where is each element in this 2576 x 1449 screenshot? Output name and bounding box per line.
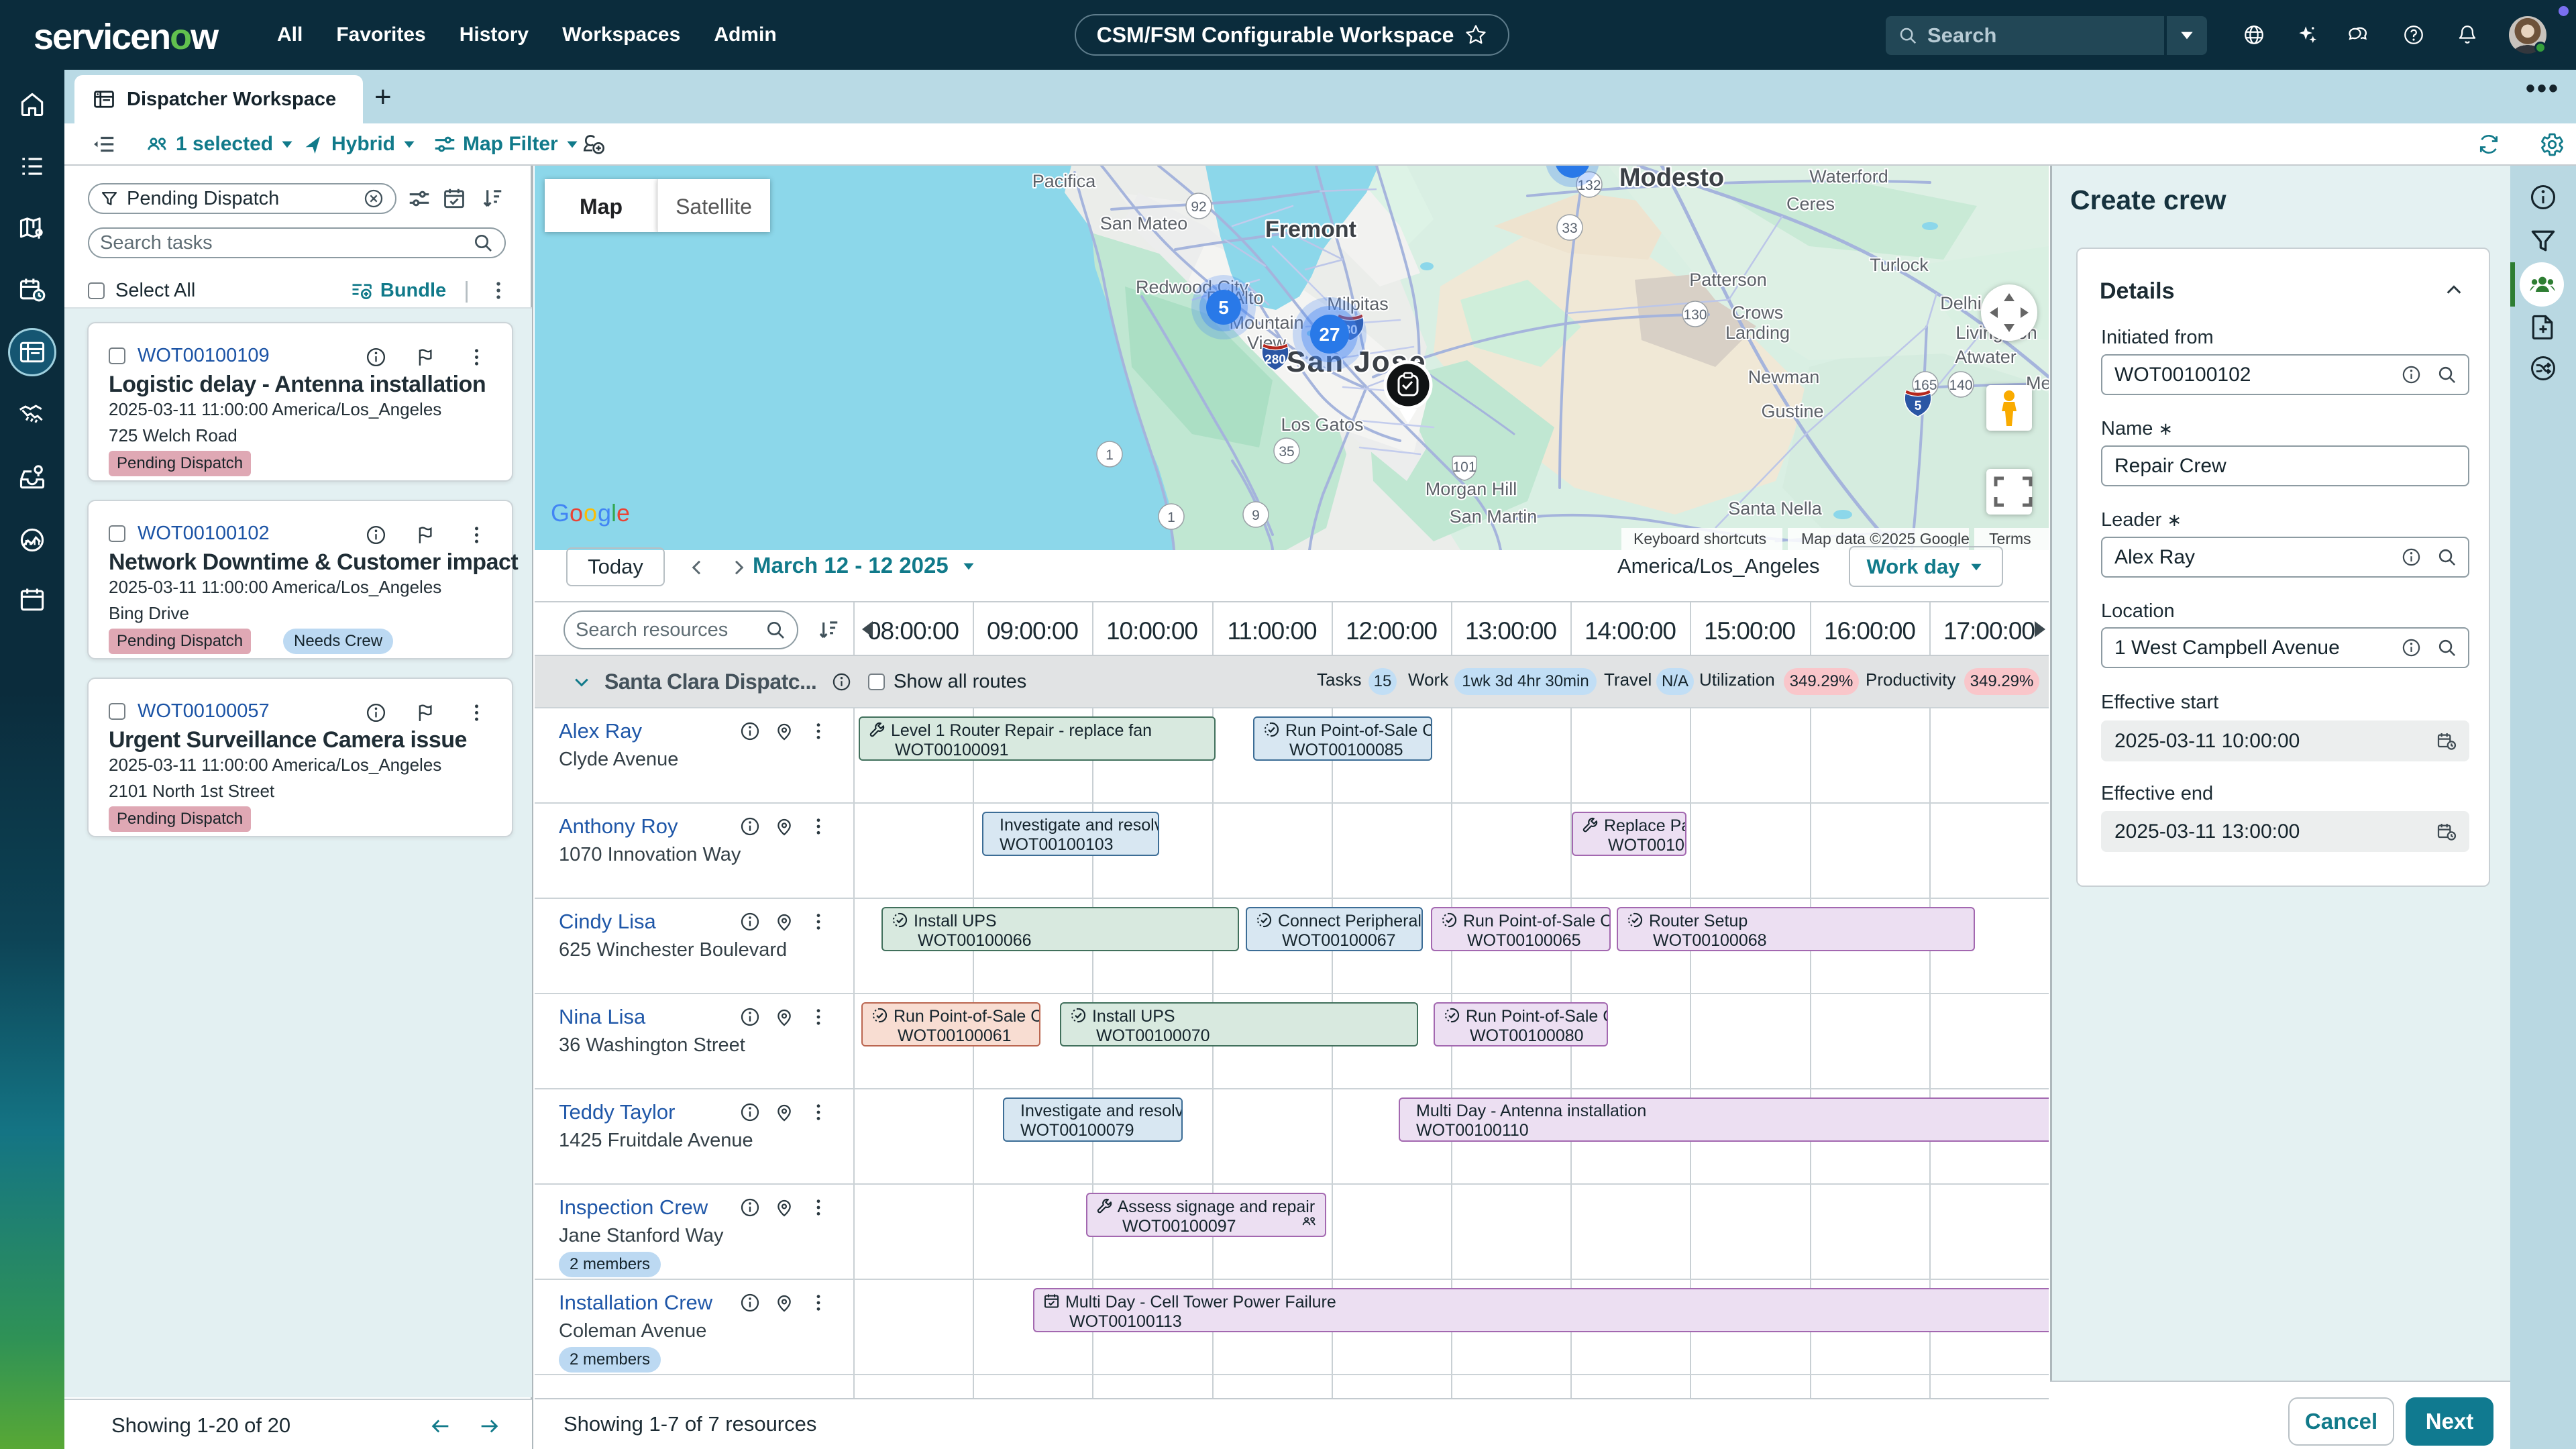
svg-text:o: o [584,499,597,527]
svg-text:Landing: Landing [1725,323,1790,343]
svg-text:101: 101 [1452,460,1476,475]
svg-text:Pacifica: Pacifica [1032,171,1097,191]
svg-text:Keyboard shortcuts: Keyboard shortcuts [1633,530,1766,547]
svg-text:Milpitas: Milpitas [1327,294,1389,314]
svg-text:132: 132 [1577,178,1601,193]
svg-text:Morgan Hill: Morgan Hill [1426,479,1517,499]
svg-text:Turlock: Turlock [1870,255,1929,275]
svg-text:Patterson: Patterson [1689,270,1767,290]
svg-text:27: 27 [1319,324,1340,345]
svg-text:Ceres: Ceres [1786,194,1835,214]
svg-text:San Mateo: San Mateo [1100,213,1188,233]
svg-text:San Martin: San Martin [1450,506,1538,527]
svg-text:280: 280 [1265,353,1286,367]
svg-text:Mountain: Mountain [1229,313,1303,333]
svg-text:5: 5 [1915,399,1922,413]
svg-text:g: g [598,499,611,527]
svg-text:9: 9 [1252,508,1260,523]
svg-text:Waterford: Waterford [1809,166,1888,186]
svg-text:35: 35 [1279,444,1294,460]
svg-text:Los Gatos: Los Gatos [1281,415,1363,435]
svg-text:G: G [551,499,570,527]
svg-text:o: o [570,499,583,527]
svg-text:Map data ©2025 Google: Map data ©2025 Google [1801,530,1970,547]
svg-text:Santa Nella: Santa Nella [1728,498,1823,519]
svg-text:Map: Map [580,195,623,219]
svg-text:1: 1 [1167,510,1175,525]
svg-text:165: 165 [1913,378,1937,393]
svg-text:Fremont: Fremont [1265,217,1356,242]
svg-text:Crows: Crows [1732,303,1784,323]
svg-text:Satellite: Satellite [676,195,752,219]
svg-text:140: 140 [1949,378,1972,393]
svg-text:92: 92 [1191,199,1206,215]
svg-text:Newman: Newman [1748,367,1820,387]
svg-text:l: l [611,499,616,527]
svg-text:Terms: Terms [1989,530,2031,547]
svg-text:33: 33 [1562,221,1577,236]
svg-text:5: 5 [1218,297,1229,318]
svg-text:San Jose: San Jose [1286,345,1426,378]
svg-text:1: 1 [1106,447,1114,463]
svg-text:Delhi: Delhi [1940,293,1982,313]
svg-text:Atwater: Atwater [1955,347,2017,367]
svg-text:Modesto: Modesto [1619,166,1724,192]
svg-text:e: e [616,499,630,527]
svg-text:Gustine: Gustine [1761,401,1823,421]
svg-text:130: 130 [1683,307,1707,323]
